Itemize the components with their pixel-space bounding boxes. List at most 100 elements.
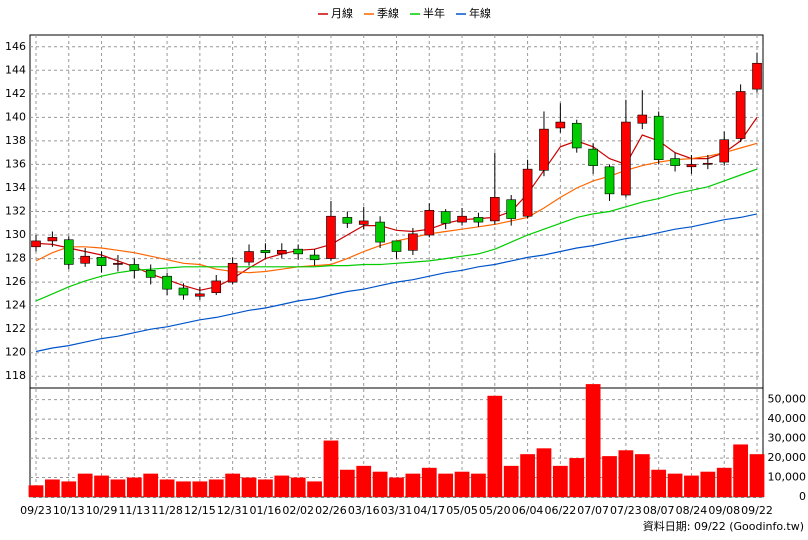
- y2-tick-label: 10,000: [768, 471, 807, 484]
- volume-bar: [176, 481, 191, 497]
- candle-body: [391, 240, 402, 252]
- candle-body: [145, 270, 156, 278]
- volume-bar: [471, 473, 486, 497]
- volume-bar: [733, 444, 748, 497]
- x-tick-label: 02/02: [282, 504, 314, 517]
- volume-bar: [258, 479, 273, 497]
- candle-body: [80, 255, 90, 264]
- y-tick-label: 138: [5, 134, 26, 147]
- x-tick-label: 03/31: [381, 504, 413, 517]
- x-tick-label: 09/08: [708, 504, 740, 517]
- candle-body: [473, 217, 484, 223]
- candle-body: [195, 293, 205, 297]
- candle-body: [686, 164, 697, 168]
- candle-body: [506, 199, 517, 219]
- volume-bar: [45, 479, 60, 497]
- legend-label: 季線: [377, 6, 399, 20]
- candle-body: [129, 264, 140, 271]
- volume-bar: [192, 481, 208, 497]
- legend-label: 年線: [469, 6, 491, 20]
- volume-bar: [700, 471, 716, 497]
- candle-body: [653, 115, 664, 161]
- candle-body: [555, 121, 566, 129]
- y-tick-label: 144: [5, 63, 26, 76]
- volume-bar: [225, 473, 241, 497]
- y-tick-label: 136: [5, 157, 26, 170]
- volume-bar: [323, 440, 339, 497]
- footer: 資料日期: 09/22 (Goodinfo.tw): [643, 519, 804, 533]
- volume-bar: [487, 395, 503, 497]
- y-tick-label: 124: [5, 299, 26, 312]
- y-tick-label: 130: [5, 228, 26, 241]
- candle-body: [63, 239, 74, 265]
- candle-body: [440, 211, 451, 224]
- x-tick-label: 08/24: [676, 504, 708, 517]
- candle-body: [735, 91, 746, 139]
- y-tick-label: 120: [5, 346, 26, 359]
- ma-line: [35, 168, 758, 302]
- x-tick-label: 01/16: [250, 504, 282, 517]
- volume-bar: [356, 465, 372, 497]
- y-tick-label: 146: [5, 40, 26, 53]
- x-tick-label: 07/23: [610, 504, 642, 517]
- y-tick-label: 118: [5, 369, 26, 382]
- ma-line: [35, 213, 758, 353]
- y2-tick-label: 40,000: [768, 412, 807, 425]
- candle-body: [752, 62, 762, 90]
- candle-body: [211, 280, 222, 293]
- candle-body: [719, 139, 730, 163]
- x-tick-label: 12/31: [217, 504, 249, 517]
- volume-bar: [274, 475, 290, 497]
- candle-body: [571, 122, 582, 149]
- volume-bar: [749, 454, 765, 497]
- volume-bar: [618, 450, 634, 497]
- volume-bar: [77, 473, 93, 497]
- x-tick-label: 05/05: [446, 504, 478, 517]
- volume-bar: [159, 479, 175, 497]
- candle-body: [260, 250, 271, 253]
- candle-body: [244, 251, 254, 263]
- candle-body: [637, 114, 648, 124]
- volume-bar: [684, 475, 699, 497]
- x-tick-label: 11/28: [151, 504, 183, 517]
- candle-body: [457, 215, 467, 223]
- x-tick-label: 09/22: [741, 504, 773, 517]
- volume-bar: [454, 471, 470, 497]
- y2-tick-label: 0: [799, 490, 806, 503]
- candle-body: [31, 240, 41, 248]
- volume-bar: [61, 481, 77, 497]
- candle-body: [342, 217, 353, 224]
- candle-body: [47, 237, 58, 242]
- candle-body: [424, 210, 435, 236]
- x-tick-label: 12/15: [184, 504, 216, 517]
- x-tick-label: 04/17: [413, 504, 445, 517]
- candle-body: [326, 215, 336, 259]
- volume-bar: [241, 477, 257, 497]
- candle-body: [539, 128, 549, 171]
- volume-bar: [503, 465, 519, 497]
- candle-body: [96, 257, 107, 266]
- candle-body: [375, 221, 385, 243]
- volume-bar: [438, 473, 454, 497]
- candle-body: [621, 121, 631, 196]
- volume-bar: [520, 454, 535, 497]
- candle-body: [670, 158, 680, 166]
- candle-body: [358, 220, 369, 225]
- candle-body: [490, 197, 500, 222]
- volume-bar: [143, 473, 159, 497]
- x-tick-label: 06/22: [545, 504, 577, 517]
- y2-tick-label: 20,000: [768, 451, 807, 464]
- x-tick-label: 10/29: [86, 504, 118, 517]
- x-tick-label: 08/07: [643, 504, 675, 517]
- volume-bar: [585, 384, 601, 497]
- volume-bar: [569, 458, 585, 497]
- candle-body: [588, 148, 598, 166]
- volume-bar: [290, 477, 306, 497]
- volume-bar: [667, 473, 683, 497]
- volume-bar: [552, 465, 568, 497]
- y-tick-label: 132: [5, 205, 26, 218]
- volume-bar: [421, 467, 437, 497]
- x-tick-label: 07/07: [577, 504, 609, 517]
- volume-bar: [110, 479, 126, 497]
